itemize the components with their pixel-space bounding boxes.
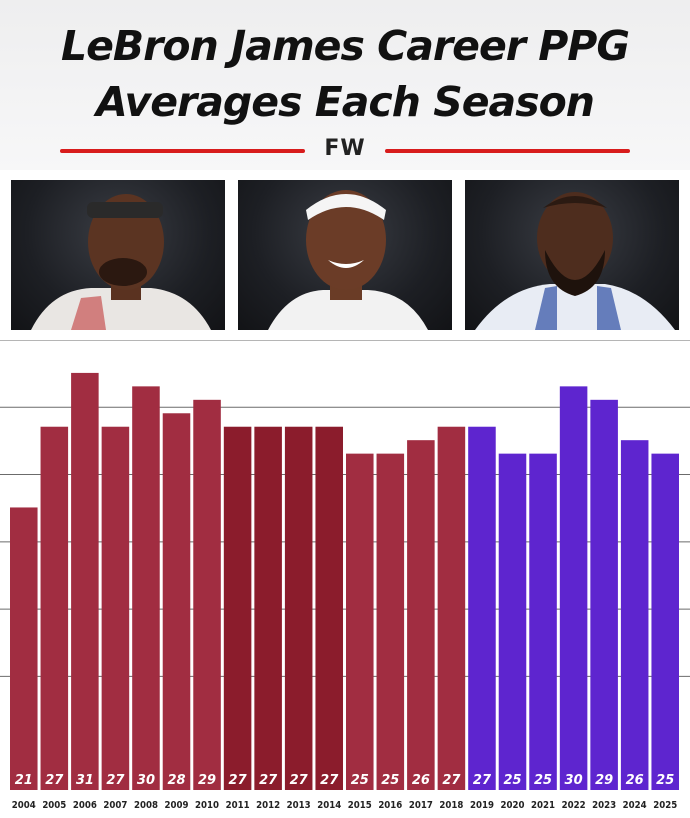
data-label-2009: 28	[167, 773, 185, 788]
bar-2015	[346, 453, 374, 790]
data-label-2007: 27	[106, 773, 125, 788]
data-label-2018: 27	[442, 773, 461, 788]
data-label-2005: 27	[45, 773, 64, 788]
data-label-2021: 25	[534, 773, 552, 788]
fw-logo: FW	[324, 136, 366, 161]
data-label-2014: 27	[320, 773, 339, 788]
x-tick-2022: 2022	[562, 800, 586, 811]
x-tick-2004: 2004	[12, 800, 36, 811]
x-tick-2005: 2005	[42, 800, 66, 811]
bar-2013	[284, 426, 313, 790]
bar-2018	[437, 426, 466, 790]
bar-2011	[223, 426, 252, 790]
player-photo-smiling	[238, 180, 452, 330]
bar-2009	[162, 413, 191, 790]
left-red-rule	[60, 149, 305, 153]
x-tick-2016: 2016	[378, 800, 402, 811]
data-labels: 21 27 31 27 30 28 29 27 27 27 27 25 25 26 27 27 25 25 30 29…	[15, 773, 675, 788]
x-tick-2014: 2014	[317, 800, 341, 811]
x-tick-2021: 2021	[531, 800, 555, 811]
ppg-bar-chart: 21 27 31 27 30 28 29 27 27 27 27 25 25 26 27 27 25 25 30 29…	[0, 340, 690, 811]
x-tick-2019: 2019	[470, 800, 494, 811]
right-red-rule	[385, 149, 630, 153]
bar-2020	[498, 453, 527, 790]
data-label-2010: 29	[198, 773, 216, 788]
player-photo-early	[11, 180, 225, 330]
bar-2014	[315, 426, 343, 790]
data-label-2016: 25	[381, 773, 399, 788]
x-tick-2011: 2011	[226, 800, 250, 811]
bar-2021	[529, 453, 557, 790]
chart-title-line-1: LeBron James Career PPG	[61, 22, 630, 70]
bar-2023	[590, 399, 618, 790]
x-tick-2008: 2008	[134, 800, 158, 811]
bar-2012	[254, 426, 282, 790]
bar-2008	[132, 386, 160, 790]
data-label-2017: 26	[412, 773, 430, 788]
x-tick-2012: 2012	[256, 800, 280, 811]
data-label-2008: 30	[137, 773, 155, 788]
x-tick-2010: 2010	[195, 800, 219, 811]
x-tick-2017: 2017	[409, 800, 433, 811]
bar-2006	[71, 372, 99, 790]
bar-2007	[101, 426, 130, 790]
bar-2024	[620, 440, 649, 790]
data-label-2006: 31	[76, 773, 94, 788]
x-tick-2009: 2009	[165, 800, 189, 811]
bar-2016	[376, 453, 405, 790]
data-label-2020: 25	[503, 773, 521, 788]
bar-2025	[651, 453, 679, 790]
x-tick-2015: 2015	[348, 800, 372, 811]
data-label-2015: 25	[351, 773, 369, 788]
data-label-2023: 29	[595, 773, 613, 788]
bar-2019	[468, 426, 496, 790]
bars	[10, 372, 679, 790]
bar-2004	[10, 507, 38, 790]
data-label-2019: 27	[473, 773, 492, 788]
x-tick-2024: 2024	[623, 800, 647, 811]
bar-2010	[193, 399, 221, 790]
data-label-2022: 30	[565, 773, 583, 788]
x-tick-2020: 2020	[501, 800, 525, 811]
x-tick-2006: 2006	[73, 800, 97, 811]
player-photo-later	[465, 180, 679, 330]
header-banner	[0, 0, 690, 170]
x-tick-2025: 2025	[653, 800, 677, 811]
data-label-2012: 27	[259, 773, 278, 788]
x-tick-2018: 2018	[439, 800, 463, 811]
data-label-2025: 25	[656, 773, 674, 788]
data-label-2004: 21	[15, 773, 33, 788]
x-tick-2013: 2013	[287, 800, 311, 811]
bar-2005	[40, 426, 69, 790]
data-label-2011: 27	[229, 773, 248, 788]
x-tick-2023: 2023	[592, 800, 616, 811]
data-label-2013: 27	[290, 773, 309, 788]
chart-title-line-2: Averages Each Season	[96, 78, 595, 126]
data-label-2024: 26	[626, 773, 644, 788]
x-tick-labels: 2004 2005 2006 2007 2008 2009 2010 2011 2012 2013…	[12, 800, 677, 811]
bar-2022	[559, 386, 588, 790]
bar-2017	[407, 440, 435, 790]
x-tick-2007: 2007	[103, 800, 127, 811]
